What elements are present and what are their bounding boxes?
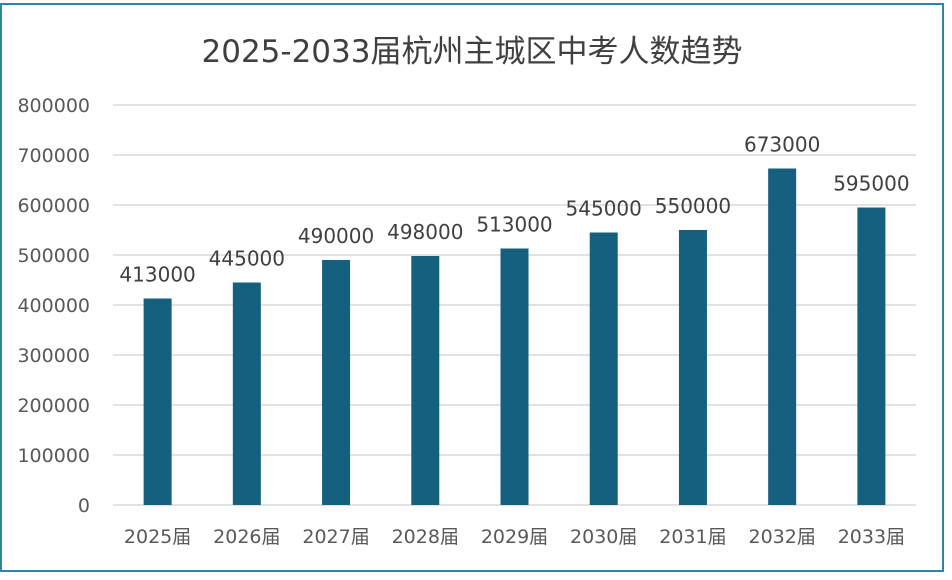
x-tick-label: 2027届 [302,526,369,548]
data-label: 550000 [655,194,731,218]
chart-title: 2025-2033届杭州主城区中考人数趋势 [202,34,743,70]
bar [589,232,618,505]
bar [143,298,172,505]
data-label: 413000 [119,263,195,287]
bar [411,256,440,505]
data-label: 673000 [744,133,820,157]
x-tick-label: 2025届 [124,526,191,548]
bar [500,248,529,505]
y-tick-label: 200000 [17,395,90,417]
y-tick-label: 700000 [17,145,90,167]
bars [143,168,886,505]
x-tick-label: 2030届 [570,526,637,548]
chart-border [0,3,944,572]
y-axis-tick-labels: 0 100000 200000 300000 400000 500000 600000 700… [17,95,90,517]
data-label: 498000 [387,220,463,244]
y-tick-label: 600000 [17,195,90,217]
x-tick-label: 2033届 [838,526,905,548]
bar [232,282,261,505]
y-tick-label: 400000 [17,295,90,317]
data-label: 490000 [298,224,374,248]
x-axis-tick-labels: 2025届 2026届 2027届 2028届 2029届 2030届 2031届 2032届… [124,526,905,548]
bar [322,260,351,505]
y-tick-label: 0 [78,495,90,517]
x-tick-label: 2032届 [748,526,815,548]
bar [678,230,707,505]
bar [768,168,797,505]
bar [857,207,886,505]
x-tick-label: 2029届 [481,526,548,548]
y-tick-label: 500000 [17,245,90,267]
data-label: 445000 [209,247,285,271]
y-tick-label: 300000 [17,345,90,367]
x-tick-label: 2026届 [213,526,280,548]
data-label: 513000 [476,213,552,237]
y-tick-label: 100000 [17,445,90,467]
x-tick-label: 2028届 [392,526,459,548]
data-label: 595000 [833,172,909,196]
data-label: 545000 [566,197,642,221]
data-labels: 413000 445000 490000 498000 513000 545000 5500… [119,133,909,287]
x-tick-label: 2031届 [659,526,726,548]
y-tick-label: 800000 [17,95,90,117]
